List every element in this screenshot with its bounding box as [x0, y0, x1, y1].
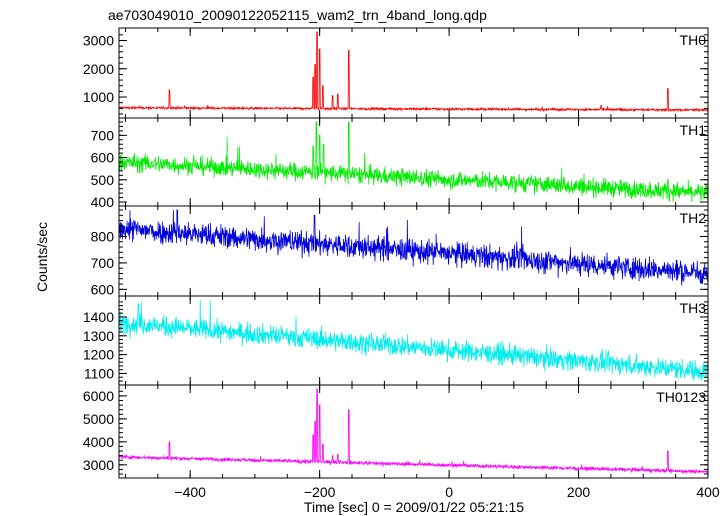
panel-label: TH0123 — [656, 389, 706, 405]
y-tick-label: 5000 — [83, 411, 114, 427]
y-tick-label: 1400 — [83, 309, 114, 325]
y-tick-label: 700 — [91, 127, 115, 143]
y-tick-label: 1100 — [84, 365, 114, 381]
y-tick-label: 700 — [91, 255, 115, 271]
y-tick-label: 2000 — [83, 61, 114, 77]
x-tick-label: 200 — [567, 484, 591, 500]
panel-th0: 1000 2000 3000 TH0 — [83, 27, 709, 119]
panel-th1: 400 500 600 700 TH1 — [91, 117, 709, 210]
series-line-th3 — [119, 299, 708, 381]
panel-label: TH0 — [680, 32, 707, 48]
x-axis-title: Time [sec] 0 = 2009/01/22 05:21:15 — [304, 499, 524, 515]
panel-frame — [118, 384, 709, 479]
series-line-th2 — [119, 209, 708, 286]
y-tick-label: 800 — [91, 228, 115, 244]
series-line-th0123 — [119, 388, 708, 475]
panel-label: TH1 — [680, 122, 707, 138]
x-tick-label: −400 — [174, 484, 206, 500]
x-tick-label: 400 — [696, 484, 720, 500]
y-axis-title: Counts/sec — [34, 222, 50, 292]
x-tick-label: 0 — [445, 484, 453, 500]
panel-frame — [118, 27, 709, 119]
y-tick-label: 6000 — [83, 388, 114, 404]
x-tick-label: −200 — [304, 484, 336, 500]
y-tick-label: 400 — [91, 194, 115, 210]
panels-group: 1000 2000 3000 TH0 400 500 600 700 TH1 600 700 800 T… — [83, 27, 709, 479]
y-tick-label: 3000 — [83, 457, 114, 473]
series-line-th1 — [119, 121, 708, 203]
y-tick-label: 1300 — [83, 328, 114, 344]
panel-th3: 1100 1200 1300 1400 TH3 — [83, 295, 709, 386]
panel-label: TH3 — [680, 300, 707, 316]
y-tick-label: 4000 — [83, 434, 114, 450]
y-tick-label: 600 — [91, 281, 115, 297]
y-tick-label: 1200 — [83, 347, 114, 363]
panel-th0123: 3000 4000 5000 6000 TH0123 — [83, 384, 709, 479]
y-tick-label: 3000 — [83, 32, 114, 48]
y-tick-label: 500 — [91, 172, 115, 188]
series-line-th0 — [119, 31, 708, 113]
x-axis: −400 −200 0 200 400 — [174, 484, 719, 500]
panel-th2: 600 700 800 TH2 — [91, 205, 709, 297]
y-tick-label: 1000 — [83, 89, 114, 105]
y-tick-label: 600 — [91, 150, 115, 166]
panel-label: TH2 — [680, 210, 707, 226]
chart-title: ae703049010_20090122052115_wam2_trn_4ban… — [108, 7, 487, 23]
